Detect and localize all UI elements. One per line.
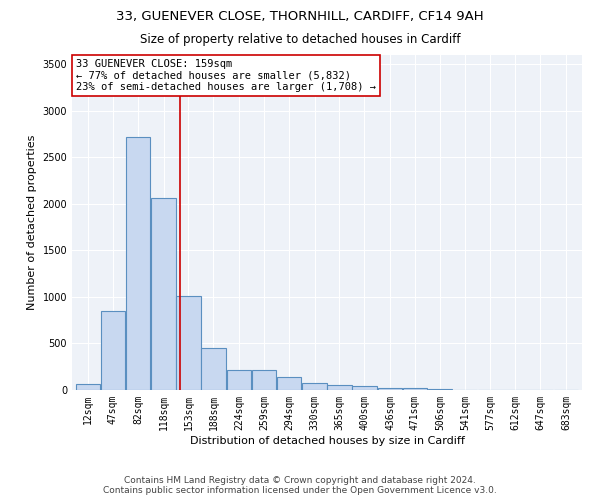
Bar: [151, 198, 176, 390]
Bar: [327, 385, 352, 390]
Bar: [352, 386, 377, 390]
Bar: [302, 384, 327, 390]
Bar: [125, 137, 150, 390]
Bar: [101, 311, 125, 390]
Text: Contains HM Land Registry data © Crown copyright and database right 2024.
Contai: Contains HM Land Registry data © Crown c…: [103, 476, 497, 495]
X-axis label: Distribution of detached houses by size in Cardiff: Distribution of detached houses by size …: [190, 436, 464, 446]
Bar: [403, 388, 427, 390]
Bar: [378, 388, 403, 390]
Bar: [227, 370, 251, 390]
Bar: [76, 384, 100, 390]
Bar: [251, 370, 276, 390]
Bar: [277, 377, 301, 390]
Text: 33 GUENEVER CLOSE: 159sqm
← 77% of detached houses are smaller (5,832)
23% of se: 33 GUENEVER CLOSE: 159sqm ← 77% of detac…: [76, 58, 376, 92]
Bar: [176, 296, 201, 390]
Y-axis label: Number of detached properties: Number of detached properties: [27, 135, 37, 310]
Text: Size of property relative to detached houses in Cardiff: Size of property relative to detached ho…: [140, 32, 460, 46]
Bar: [201, 348, 226, 390]
Text: 33, GUENEVER CLOSE, THORNHILL, CARDIFF, CF14 9AH: 33, GUENEVER CLOSE, THORNHILL, CARDIFF, …: [116, 10, 484, 23]
Bar: [428, 389, 452, 390]
